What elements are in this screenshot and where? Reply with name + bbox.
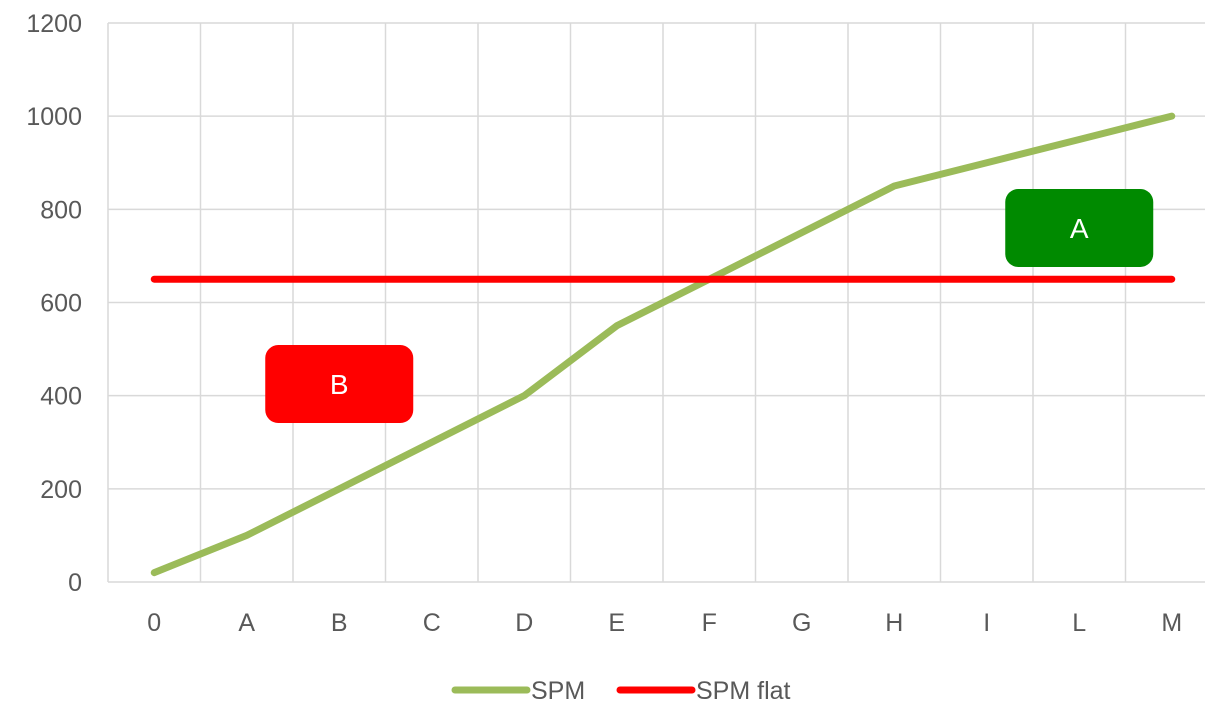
- x-axis-ticks: 0 A B C D E F G H I L M: [147, 609, 1182, 637]
- annotations: AB: [265, 188, 1154, 424]
- y-tick-label: 800: [40, 196, 82, 224]
- legend: SPM SPM flat: [451, 677, 791, 705]
- x-tick-label: B: [331, 609, 348, 637]
- y-tick-label: 400: [40, 383, 82, 411]
- x-tick-label: 0: [147, 609, 161, 637]
- x-tick-label: L: [1072, 609, 1086, 637]
- x-tick-label: H: [885, 609, 903, 637]
- annotation-label-b: B: [330, 369, 349, 400]
- annotation-box-a: [1005, 188, 1154, 267]
- series: [150, 112, 1176, 577]
- y-tick-label: 200: [40, 476, 82, 504]
- x-tick-label: E: [608, 609, 625, 637]
- annotation-label-a: A: [1070, 213, 1089, 244]
- y-tick-label: 0: [68, 569, 82, 597]
- legend-label: SPM: [531, 677, 585, 705]
- y-tick-label: 1000: [26, 103, 82, 131]
- x-tick-label: D: [515, 609, 533, 637]
- x-tick-label: C: [423, 609, 441, 637]
- y-tick-label: 600: [40, 290, 82, 318]
- y-tick-label: 1200: [26, 10, 82, 38]
- x-tick-label: G: [792, 609, 811, 637]
- x-tick-label: I: [983, 609, 990, 637]
- y-axis-ticks: 0 200 400 600 800 1000 1200: [26, 10, 82, 597]
- x-tick-label: A: [238, 609, 255, 637]
- annotation-box-b: [265, 345, 414, 424]
- series-line-spm: [150, 112, 1176, 577]
- x-tick-label: M: [1161, 609, 1182, 637]
- x-tick-label: F: [702, 609, 717, 637]
- legend-label: SPM flat: [696, 677, 791, 705]
